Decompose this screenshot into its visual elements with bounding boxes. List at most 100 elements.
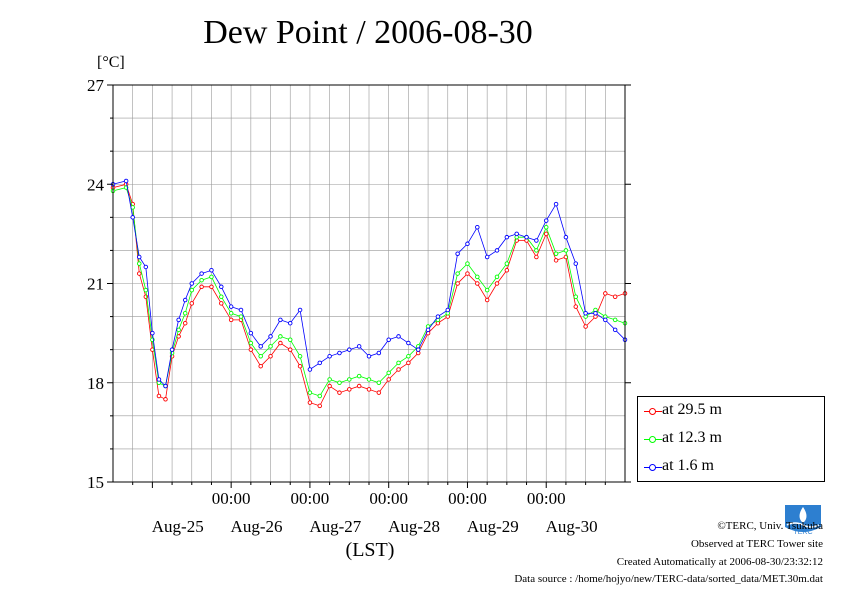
data-point [307,390,313,395]
chart-title: Dew Point / 2006-08-30 [203,14,533,51]
data-point [425,327,431,333]
series-1 [110,185,628,399]
data-point [504,234,510,240]
data-point [176,327,181,333]
y-tick-label: 27 [87,76,105,95]
data-point [143,264,149,270]
data-point [553,251,559,256]
data-point [376,390,382,395]
data-point [465,261,470,266]
data-point [327,354,332,359]
data-point [494,281,500,286]
data-point [612,294,618,299]
data-point [534,248,539,253]
logo-text: TERC [793,529,812,536]
data-point [612,317,618,323]
data-point [219,301,224,306]
data-point [219,294,224,299]
data-point [366,387,372,392]
legend-label: at 1.6 m [662,457,714,474]
data-point [228,317,234,323]
data-point [248,347,254,352]
data-point [465,271,470,276]
data-point [396,360,401,366]
data-point [484,297,490,303]
data-point [317,403,323,409]
date-label: Aug-26 [231,517,283,536]
data-point [238,314,244,319]
data-point [356,383,362,389]
legend: at 29.5 m at 12.3 m at 1.6 m [637,396,825,482]
data-point [182,297,188,303]
data-point [182,311,188,316]
y-tick-label: 18 [87,374,104,393]
date-label: Aug-27 [309,517,361,536]
legend-marker [649,408,656,415]
terc-logo: TERC [785,505,821,536]
data-point [396,334,401,339]
legend-label: at 29.5 m [662,401,722,418]
data-point [573,261,579,266]
data-point [484,254,490,260]
data-point [137,254,142,260]
data-point [199,277,204,283]
data-point [583,324,588,329]
data-point [228,304,234,309]
data-point [228,311,234,316]
data-point [376,380,382,386]
data-point [553,258,559,263]
data-point [199,284,204,290]
legend-item: at 1.6 m [638,455,824,479]
series-line [112,187,626,397]
axes: 15 18 21 24 27 00:00 00:00 00:00 00:00 00:00 Aug-2… [87,76,631,536]
data-point [278,334,283,339]
data-point [406,360,411,366]
y-tick-label: 24 [87,175,105,194]
series-line [112,183,626,407]
data-point [406,340,411,346]
data-point [504,268,510,273]
x-axis-label: (LST) [346,539,395,561]
data-point [258,344,263,349]
data-point [287,347,293,352]
copyright-text: ©TERC, Univ. Tsukuba [717,520,823,532]
y-tick-label: 15 [87,473,104,492]
data-point [209,268,214,273]
data-point [366,354,372,359]
data-point [163,383,168,389]
data-point [258,354,263,359]
source-text: Data source : /home/hojyo/new/TERC-data/… [514,573,823,585]
data-point [573,304,579,309]
data-point [494,274,500,280]
data-point [287,320,293,326]
data-point [189,281,195,286]
date-label: Aug-28 [388,517,440,536]
data-point [612,327,618,333]
data-point [347,387,352,392]
y-axis-unit: [°C] [97,54,125,71]
observed-text: Observed at TERC Tower site [690,538,823,550]
data-point [504,261,510,266]
data-point [524,234,529,240]
data-point [347,347,352,352]
data-point [199,271,204,276]
data-point [150,330,155,336]
date-label: Aug-30 [546,517,598,536]
data-point [297,307,303,313]
data-point [406,354,411,359]
grid-lines [113,85,625,482]
data-point [386,370,391,376]
data-point [435,314,441,319]
data-point [189,287,195,293]
data-point [327,377,332,382]
data-point [553,201,559,207]
data-point [337,350,342,356]
data-point [278,317,283,323]
date-label: Aug-25 [152,517,204,536]
data-point [396,367,401,372]
data-point [268,354,273,359]
data-point [182,320,188,326]
data-point [297,354,303,359]
data-point [156,377,162,382]
data-point [494,248,500,253]
